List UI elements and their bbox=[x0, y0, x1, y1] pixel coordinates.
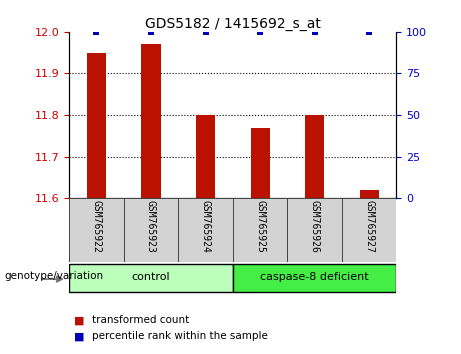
Text: genotype/variation: genotype/variation bbox=[5, 271, 104, 281]
FancyBboxPatch shape bbox=[287, 198, 342, 262]
Bar bbox=[87, 53, 106, 198]
Bar bbox=[360, 190, 379, 198]
Bar bbox=[233, 263, 396, 292]
Text: GSM765927: GSM765927 bbox=[364, 200, 374, 253]
Text: percentile rank within the sample: percentile rank within the sample bbox=[92, 331, 268, 341]
Bar bbox=[196, 115, 215, 198]
Text: GSM765926: GSM765926 bbox=[310, 200, 319, 253]
Bar bbox=[69, 263, 233, 292]
FancyBboxPatch shape bbox=[233, 198, 287, 262]
Text: caspase-8 deficient: caspase-8 deficient bbox=[260, 272, 369, 282]
Text: control: control bbox=[132, 272, 170, 282]
FancyBboxPatch shape bbox=[69, 198, 124, 262]
Bar bbox=[250, 127, 270, 198]
FancyBboxPatch shape bbox=[124, 198, 178, 262]
Text: GSM765924: GSM765924 bbox=[201, 200, 211, 253]
FancyBboxPatch shape bbox=[342, 198, 396, 262]
Bar bbox=[142, 44, 160, 198]
Text: ■: ■ bbox=[74, 331, 84, 341]
Text: transformed count: transformed count bbox=[92, 315, 189, 325]
Bar bbox=[305, 115, 324, 198]
Text: ■: ■ bbox=[74, 315, 84, 325]
Text: GSM765923: GSM765923 bbox=[146, 200, 156, 253]
Text: GSM765925: GSM765925 bbox=[255, 200, 265, 253]
FancyBboxPatch shape bbox=[178, 198, 233, 262]
Text: GSM765922: GSM765922 bbox=[91, 200, 101, 253]
Title: GDS5182 / 1415692_s_at: GDS5182 / 1415692_s_at bbox=[145, 17, 321, 31]
